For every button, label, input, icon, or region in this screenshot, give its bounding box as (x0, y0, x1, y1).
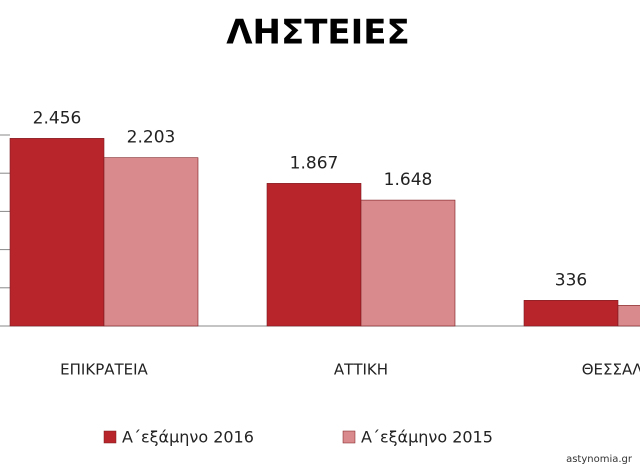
bar (523, 300, 619, 327)
x-tick-label: ΘΕΣΣΑΛΟ (582, 361, 640, 379)
legend-swatch (342, 430, 356, 444)
bar (617, 305, 640, 327)
data-label: 1.648 (384, 170, 433, 190)
data-label: 336 (555, 270, 587, 290)
legend-label: Α΄εξάμηνο 2016 (122, 428, 254, 447)
bar (266, 183, 362, 327)
bar (103, 157, 199, 327)
bar (360, 199, 456, 327)
chart-title: ΛΗΣΤΕΙΕΣ (226, 13, 410, 53)
legend-swatch (103, 430, 117, 444)
data-label: 2.456 (33, 108, 82, 128)
x-tick-label: ΕΠΙΚΡΑΤΕΙΑ (60, 361, 148, 379)
data-label: 2.203 (127, 128, 176, 148)
data-label: 1.867 (290, 153, 339, 173)
source: astynomia.gr (566, 454, 633, 465)
bar (9, 138, 105, 327)
plot-area: ΕΠΙΚΡΑΤΕΙΑ 2.456 2.203 ΑΤΤΙΚΗ 1.867 1.648 ΘΕΣΣ… (0, 108, 640, 379)
x-tick-label: ΑΤΤΙΚΗ (334, 361, 388, 379)
legend-label: Α΄εξάμηνο 2015 (361, 428, 493, 447)
